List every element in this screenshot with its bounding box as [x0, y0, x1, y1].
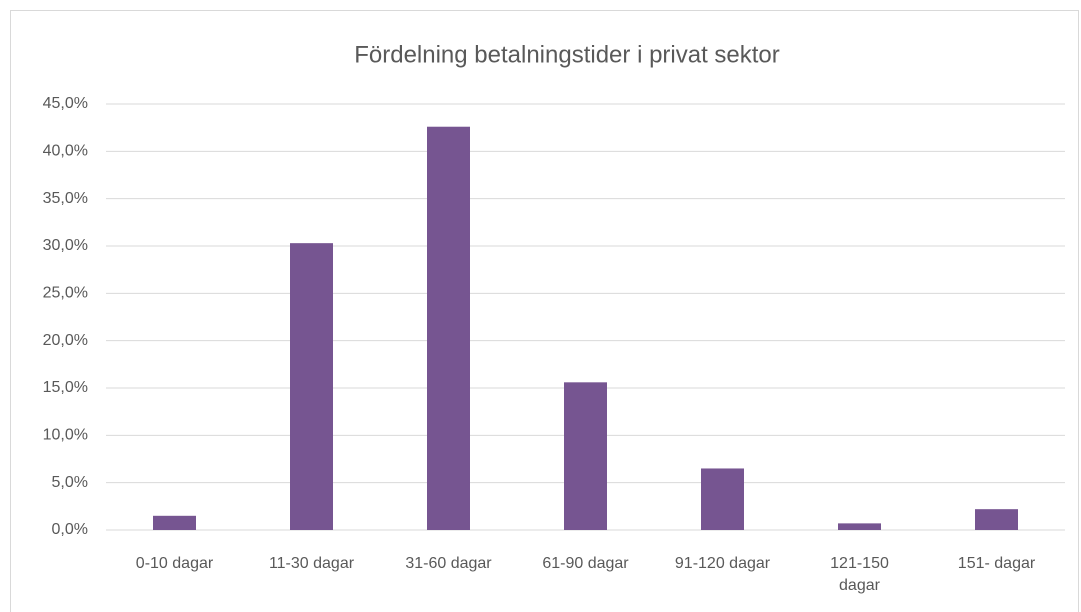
bar: [290, 243, 333, 530]
x-tick-label: 61-90 dagar: [542, 555, 629, 572]
chart-title: Fördelning betalningstider i privat sekt…: [354, 41, 780, 68]
y-tick-label: 5,0%: [52, 474, 88, 491]
bar: [427, 126, 470, 530]
x-tick-label: 121-150 dagar: [830, 555, 889, 594]
y-tick-label: 40,0%: [43, 143, 88, 160]
y-tick-label: 10,0%: [43, 427, 88, 444]
bar: [975, 509, 1018, 530]
bar: [838, 523, 881, 530]
y-tick-label: 15,0%: [43, 379, 88, 396]
y-tick-label: 35,0%: [43, 190, 88, 207]
y-tick-label: 0,0%: [52, 521, 88, 538]
x-tick-label: 91-120 dagar: [674, 555, 771, 572]
x-tick-label: 151- dagar: [957, 555, 1036, 572]
bar: [564, 382, 607, 530]
x-tick-label: 0-10 dagar: [135, 555, 214, 572]
y-tick-label: 30,0%: [43, 237, 88, 254]
y-tick-label: 20,0%: [43, 332, 88, 349]
y-tick-label: 45,0%: [43, 95, 88, 112]
bar: [153, 515, 196, 530]
x-tick-label: 11-30 dagar: [268, 555, 355, 572]
x-tick-label: 31-60 dagar: [405, 555, 492, 572]
y-tick-label: 25,0%: [43, 285, 88, 302]
bar: [701, 468, 744, 530]
chart-border: [10, 10, 1079, 612]
